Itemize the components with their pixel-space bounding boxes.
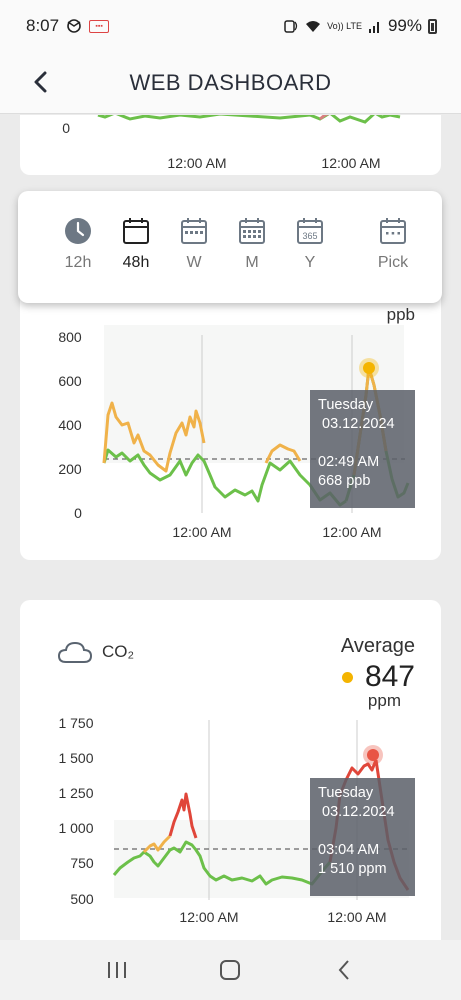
average-label: Average [340,635,415,657]
chart-card-top: 0 12:00 AM 12:00 AM [20,115,441,175]
co2-tooltip-day: Tuesday [318,785,374,801]
average-status-dot [341,671,353,683]
range-option-48h[interactable]: 48h [108,217,164,272]
dashboard-content[interactable]: 0 12:00 AM 12:00 AM 800 600 400 200 0 12… [0,115,461,940]
time-range-selector: 12h 48h W [18,191,442,303]
top-x-tick-2: 12:00 AM [321,155,380,171]
co2-y-tick-1750: 1 750 [58,715,93,731]
page-title: WEB DASHBOARD [129,69,332,95]
co2-tooltip-date: 03.12.2024 [322,804,395,820]
home-button[interactable] [210,950,250,990]
co2-label: CO₂ [102,642,135,661]
ppb-y-tick-400: 400 [58,417,82,433]
top-chart: 0 12:00 AM 12:00 AM [62,115,401,171]
co2-x-tick-2: 12:00 AM [327,909,386,925]
range-label-12h: 12h [64,254,92,271]
signal-icon [368,22,379,33]
co2-series-low [112,840,332,886]
ppb-tooltip: Tuesday 03.12.2024 02:49 AM 668 ppb [310,390,415,508]
average-value: 847 [364,660,415,693]
ppb-marker [363,362,375,374]
system-back-button[interactable] [324,950,364,990]
range-label-year: Y [304,254,316,271]
network-type: Vo)) LTE [327,20,362,31]
ppb-series-mid [102,401,206,473]
calendar-week-icon [181,218,207,244]
calendar-pick-icon [380,218,406,244]
home-icon [220,960,241,980]
average-value-row: 847 [341,660,415,694]
notification-app-icon: ▪▪▪ [89,19,110,33]
cloud-icon [58,641,92,663]
calendar-year-badge: 365 [302,231,317,241]
co2-x-tick-1: 12:00 AM [179,909,238,925]
range-option-month[interactable]: M [224,217,280,272]
ppb-tooltip-day: Tuesday [318,397,374,413]
range-option-pick[interactable]: Pick [365,217,421,272]
status-left: 8:07 ▪▪▪ [26,16,110,36]
top-series-line [97,115,401,124]
chevron-left-icon [34,71,47,93]
co2-marker [367,749,379,761]
status-time: 8:07 [26,16,60,35]
wifi-calling-icon [284,20,298,33]
co2-y-tick-750: 750 [70,855,94,871]
ppb-x-tick-2: 12:00 AM [322,524,381,540]
ppb-y-tick-0: 0 [74,505,82,521]
calendar-icon [123,218,149,244]
co2-header: CO₂ [58,640,134,664]
co2-tooltip-value: 1 510 ppm [318,861,387,877]
ppb-x-tick-1: 12:00 AM [172,524,231,540]
range-label-48h: 48h [122,254,150,271]
top-x-tick-1: 12:00 AM [167,155,226,171]
status-bar: 8:07 ▪▪▪ Vo)) LTE 99% [0,0,461,52]
back-chevron-icon [338,960,349,980]
calendar-year-icon: 365 [297,218,323,244]
top-y-tick: 0 [62,120,70,136]
status-right: Vo)) LTE 99% [283,16,437,36]
ppb-y-tick-600: 600 [58,373,82,389]
range-option-year[interactable]: 365 Y [282,217,338,272]
wifi-icon [306,21,321,32]
range-label-week: W [186,254,202,271]
range-label-month: M [245,254,259,271]
chart-card-ppb: 800 600 400 200 0 12:00 AM 12:00 AM Tues… [20,275,441,560]
recent-apps-icon [107,962,126,978]
co2-tooltip-time: 03:04 AM [318,842,380,858]
range-option-12h[interactable]: 12h [50,217,106,272]
system-nav-bar [0,940,461,1000]
app-header: WEB DASHBOARD [0,52,461,114]
ppb-tooltip-time: 02:49 AM [318,454,380,470]
co2-tooltip: Tuesday 03.12.2024 03:04 AM 1 510 ppm [310,778,415,896]
calendar-month-icon [239,218,265,244]
top-series-peak [319,115,330,121]
chart-card-co2: CO₂ Average 847 ppm 1 750 1 500 1 250 1 … [20,600,441,940]
co2-y-tick-500: 500 [70,891,94,907]
ppb-tooltip-date: 03.12.2024 [322,416,395,432]
co2-y-tick-1250: 1 250 [58,785,93,801]
co2-series-high [168,792,198,839]
co2-y-tick-1500: 1 500 [58,750,93,766]
clock-icon [65,218,91,244]
average-unit: ppm [367,691,401,710]
ppb-unit-label: ppb [386,305,415,324]
ppb-y-tick-200: 200 [58,461,82,477]
ppb-series-low [102,448,347,507]
range-label-pick: Pick [377,254,409,271]
range-option-week[interactable]: W [166,217,222,272]
ppb-tooltip-value: 668 ppb [318,473,371,489]
co2-series-mid [142,834,172,854]
co2-y-tick-1000: 1 000 [58,820,93,836]
battery-percent: 99% [387,16,422,35]
back-button[interactable] [22,64,58,100]
battery-icon [428,18,437,34]
sync-icon [67,19,81,33]
recent-apps-button[interactable] [97,950,137,990]
ppb-y-tick-800: 800 [58,329,82,345]
ppb-series-mid-2 [264,443,302,464]
